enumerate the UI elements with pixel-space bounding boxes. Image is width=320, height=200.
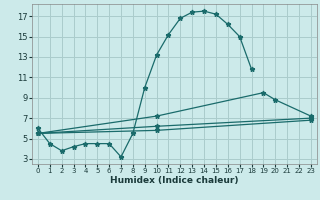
X-axis label: Humidex (Indice chaleur): Humidex (Indice chaleur) — [110, 176, 239, 185]
